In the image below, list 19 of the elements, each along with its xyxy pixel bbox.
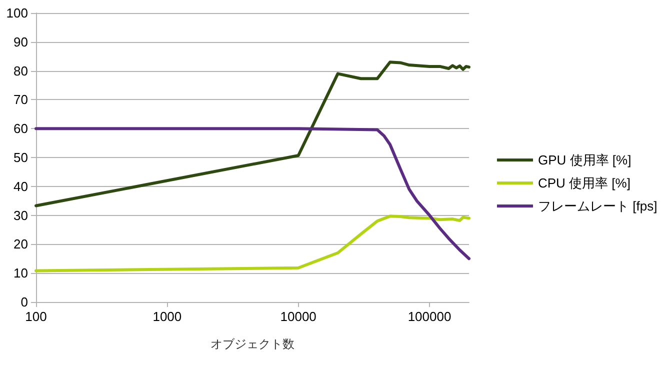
y-tick-label: 70	[14, 92, 28, 108]
y-tick-label: 20	[14, 236, 28, 252]
x-axis-title: オブジェクト数	[210, 337, 294, 351]
x-tick-label: 100000	[408, 309, 452, 324]
y-tick-label: 60	[14, 121, 28, 136]
x-tick-label: 100	[25, 309, 47, 324]
y-tick-label: 10	[14, 266, 28, 281]
y-tick-label: 80	[14, 63, 28, 78]
legend-label: CPU 使用率 [%]	[538, 176, 630, 190]
y-tick-label: 100	[6, 6, 28, 20]
legend-label: GPU 使用率 [%]	[538, 152, 632, 168]
x-tick-label: 1000	[152, 309, 182, 324]
y-tick-label: 0	[20, 294, 28, 310]
y-tick-label: 30	[14, 208, 28, 223]
x-tick-label: 10000	[280, 309, 316, 324]
y-tick-label: 40	[14, 178, 28, 194]
y-tick-label: 90	[14, 34, 28, 50]
y-tick-label: 50	[14, 150, 28, 165]
legend-label: フレームレート [fps]	[538, 198, 658, 214]
